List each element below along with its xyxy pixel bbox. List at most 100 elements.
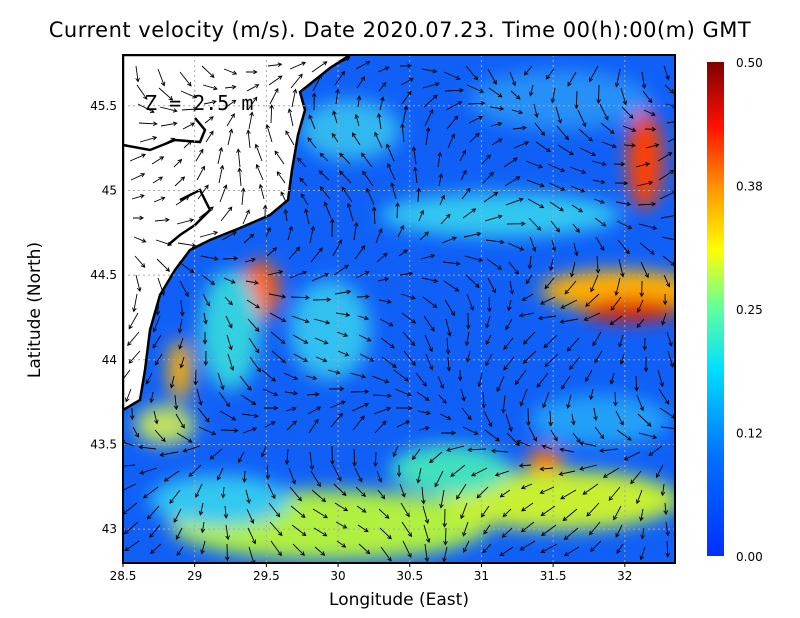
velocity-arrow [332,464,342,482]
velocity-arrow [246,129,251,149]
velocity-arrow [220,206,233,222]
velocity-arrow [663,502,669,516]
velocity-arrow [204,116,214,124]
colorbar-tick-label: 0.50 [736,56,763,70]
velocity-arrow [615,410,624,426]
velocity-arrow [416,467,422,484]
velocity-arrow [157,277,165,296]
velocity-arrow [223,68,238,75]
velocity-arrow [465,312,471,330]
velocity-arrow [135,65,140,83]
velocity-arrow [242,209,250,225]
velocity-arrow [442,261,461,266]
velocity-arrow [419,231,429,241]
velocity-arrow [413,166,418,184]
velocity-arrow [482,543,492,554]
velocity-arrow [487,296,492,313]
velocity-arrow [309,225,316,244]
x-tick-label: 31.5 [540,569,567,583]
velocity-arrow [136,84,148,100]
velocity-arrow [221,486,226,499]
velocity-arrow [418,209,425,222]
velocity-arrow [268,75,283,86]
velocity-arrow [563,527,579,541]
velocity-arrow [505,197,524,206]
velocity-arrow [501,394,506,414]
velocity-arrow [313,318,331,325]
velocity-arrow [540,505,556,517]
velocity-arrow [535,141,551,153]
velocity-arrow [642,337,648,351]
velocity-arrow [643,109,656,116]
velocity-arrow [445,318,452,337]
velocity-arrow [373,406,392,415]
velocity-arrow [219,184,228,203]
velocity-arrow [371,375,390,384]
velocity-arrow [518,312,535,318]
velocity-arrow [284,390,299,396]
x-axis-label: Longitude (East) [329,590,469,610]
velocity-arrow [308,114,316,130]
velocity-arrow [586,502,600,517]
velocity-arrow [158,87,174,101]
velocity-arrow [508,261,519,275]
velocity-arrow [163,470,180,482]
velocity-arrow [290,73,303,89]
velocity-arrow [128,350,141,364]
velocity-arrow [573,242,579,257]
velocity-arrow [583,312,601,321]
velocity-arrow [642,90,653,104]
velocity-arrow [660,426,675,431]
velocity-arrow [188,464,202,477]
velocity-arrow [577,109,587,128]
velocity-arrow [203,99,217,105]
velocity-arrow [306,392,320,397]
velocity-arrow [359,353,375,362]
velocity-arrow [505,318,513,331]
velocity-arrow [618,258,625,278]
velocity-arrow [509,71,517,87]
velocity-arrow [401,90,412,105]
velocity-arrow [169,489,181,504]
velocity-arrow [609,372,615,385]
velocity-arrow [459,149,467,162]
velocity-arrow [209,448,223,460]
velocity-arrow [559,318,579,324]
velocity-arrow [356,294,370,299]
velocity-arrow [354,113,360,127]
velocity-arrow [445,101,463,111]
velocity-arrow [179,71,192,87]
velocity-arrow [520,483,533,490]
velocity-arrow [258,183,265,200]
velocity-arrow [399,271,414,276]
velocity-arrow [218,391,231,408]
x-tick-label: 31 [474,569,489,583]
velocity-arrow [494,470,510,477]
velocity-arrow [593,198,605,204]
velocity-arrow [132,293,138,313]
velocity-arrow [308,418,319,434]
velocity-arrow [394,388,412,397]
velocity-arrow [526,179,545,188]
velocity-arrow [378,299,392,304]
velocity-arrow [285,130,295,146]
velocity-arrow [610,296,622,311]
velocity-arrow [395,202,400,219]
velocity-arrow [244,257,256,263]
velocity-arrow [543,334,558,349]
colorbar-tick-label: 0.00 [736,550,763,564]
velocity-arrow [198,426,217,436]
velocity-arrow [539,296,556,305]
velocity-arrow [169,375,175,389]
velocity-arrow [334,502,349,512]
velocity-arrow [218,164,225,184]
velocity-arrow [261,369,276,382]
velocity-arrow [504,176,521,187]
velocity-arrow [198,206,214,219]
velocity-arrow [319,186,331,200]
velocity-arrow [437,375,445,390]
velocity-arrow [476,486,489,499]
velocity-arrow [323,201,332,219]
velocity-arrow [630,470,642,485]
velocity-arrow [312,297,332,302]
